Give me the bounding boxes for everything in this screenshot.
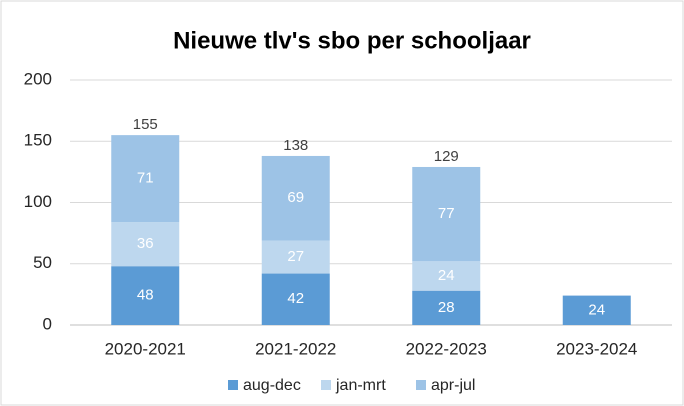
- x-tick-label: 2022-2023: [406, 339, 487, 358]
- legend-label: aug-dec: [243, 377, 301, 394]
- bar-segment: [412, 290, 481, 325]
- y-tick-label: 50: [33, 253, 52, 272]
- legend-swatch: [321, 380, 331, 390]
- chart-title: Nieuwe tlv's sbo per schooljaar: [173, 27, 531, 54]
- data-label: 36: [137, 235, 154, 252]
- bar-segment: [261, 273, 330, 325]
- bar-segment: [261, 240, 330, 274]
- data-label: 24: [588, 301, 605, 318]
- total-label: 129: [434, 148, 459, 165]
- x-tick-label: 2021-2022: [255, 339, 336, 358]
- bar-segment: [111, 266, 180, 325]
- total-label: 138: [283, 137, 308, 154]
- bar-segment: [111, 135, 180, 223]
- data-label: 27: [287, 248, 304, 265]
- y-tick-label: 150: [24, 131, 52, 150]
- x-tick-label: 2020-2021: [105, 339, 186, 358]
- y-tick-label: 200: [24, 69, 52, 88]
- bar-segment: [261, 155, 330, 241]
- legend-swatch: [228, 380, 238, 390]
- data-label: 48: [137, 287, 154, 304]
- x-tick-label: 2023-2024: [556, 339, 637, 358]
- bar-segment: [412, 166, 481, 262]
- data-label: 71: [137, 170, 154, 187]
- legend-label: jan-mrt: [335, 377, 386, 394]
- y-tick-label: 100: [24, 192, 52, 211]
- y-tick-label: 0: [43, 314, 52, 333]
- bar-segment: [412, 261, 481, 291]
- legend-swatch: [416, 380, 426, 390]
- bar-segment: [562, 295, 631, 325]
- legend-label: apr-jul: [431, 377, 475, 394]
- data-label: 42: [287, 290, 304, 307]
- data-label: 24: [438, 267, 455, 284]
- data-label: 69: [287, 189, 304, 206]
- data-label: 28: [438, 299, 455, 316]
- data-label: 77: [438, 205, 455, 222]
- total-label: 155: [133, 116, 158, 133]
- bar-segment: [111, 222, 180, 267]
